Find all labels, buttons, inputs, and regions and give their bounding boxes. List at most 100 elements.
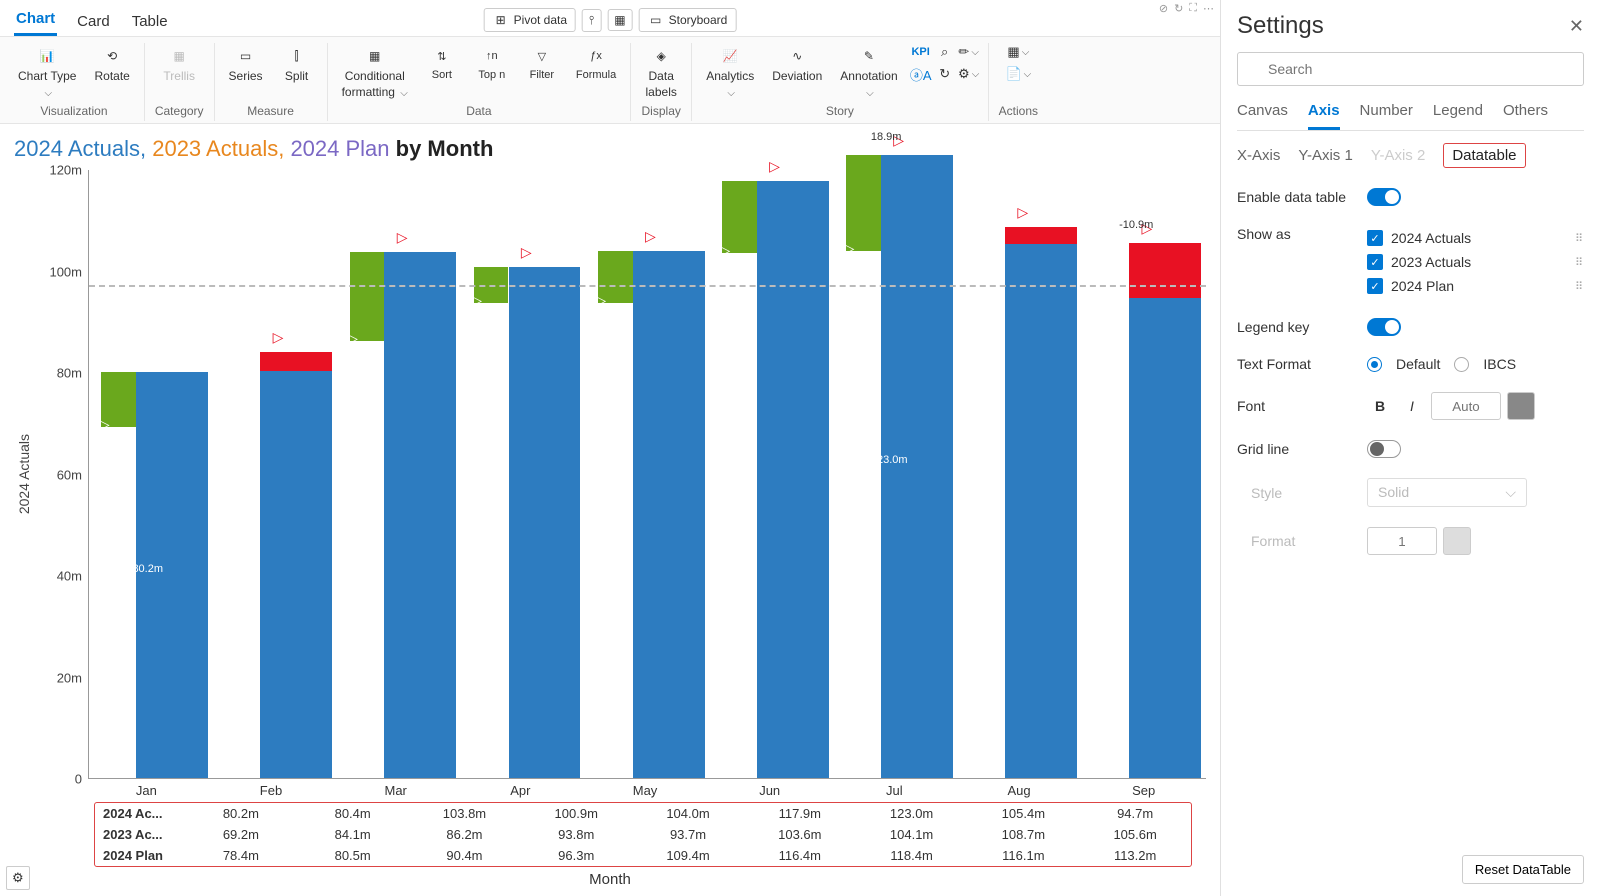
reset-datatable-button[interactable]: Reset DataTable	[1462, 855, 1584, 884]
bar-2024-actual[interactable]	[1129, 298, 1201, 778]
bold-button[interactable]: B	[1367, 393, 1393, 419]
show-as-item[interactable]: ✓2023 Actuals⠿	[1367, 250, 1584, 274]
subtab-yaxis1[interactable]: Y-Axis 1	[1298, 147, 1352, 164]
bar-2024-actual[interactable]	[1005, 244, 1077, 778]
bar-2024-actual[interactable]	[260, 371, 332, 778]
subtab-xaxis[interactable]: X-Axis	[1237, 147, 1280, 164]
bar-2024-actual[interactable]	[509, 267, 581, 778]
chart-type-button[interactable]: 📊Chart Type	[14, 43, 80, 101]
checkbox-icon[interactable]: ✓	[1367, 254, 1383, 270]
refresh-button[interactable]: ↻	[936, 65, 954, 83]
table-row: 2024 Plan78.4m80.5m90.4m96.3m109.4m116.4…	[95, 845, 1191, 866]
y-tick: 60m	[57, 467, 82, 482]
tab-canvas[interactable]: Canvas	[1237, 98, 1288, 130]
toggle-enable-datatable[interactable]	[1367, 188, 1401, 206]
y-tick: 0	[75, 772, 82, 787]
drag-handle-icon[interactable]: ⠿	[1575, 280, 1584, 293]
deviation-button[interactable]: ∿Deviation	[768, 43, 826, 85]
rotate-button[interactable]: ⟲Rotate	[90, 43, 133, 85]
data-labels-button[interactable]: ◈Datalabels	[641, 43, 681, 101]
bar-diff-positive[interactable]	[350, 252, 385, 341]
table-cell: 105.4m	[967, 803, 1079, 824]
auto-a-button[interactable]: ⓐA	[912, 65, 930, 83]
checkbox-icon[interactable]: ✓	[1367, 278, 1383, 294]
flag-white-icon: ▷	[223, 360, 234, 377]
flag-red-icon: ▷	[645, 228, 656, 245]
table-cell: 100.9m	[520, 803, 632, 824]
more-icon[interactable]: ⋯	[1203, 2, 1214, 15]
label-show-as: Show as	[1237, 226, 1367, 242]
filter-top-button[interactable]: ⫯	[582, 9, 601, 32]
settings-search-input[interactable]	[1237, 52, 1584, 86]
formula-button[interactable]: ƒxFormula	[572, 43, 620, 83]
y-tick: 100m	[49, 264, 82, 279]
tab-table[interactable]: Table	[130, 9, 170, 36]
tab-card[interactable]: Card	[75, 9, 112, 36]
radio-default[interactable]	[1367, 357, 1382, 372]
topn-button[interactable]: ↑nTop n	[472, 43, 512, 83]
italic-button[interactable]: I	[1399, 393, 1425, 419]
tab-number[interactable]: Number	[1360, 98, 1413, 130]
sort-button[interactable]: ⇅Sort	[422, 43, 462, 83]
tab-legend[interactable]: Legend	[1433, 98, 1483, 130]
pin-icon[interactable]: ⊘	[1159, 2, 1168, 15]
chart-options-button[interactable]: ⚙	[6, 866, 30, 890]
x-label: Feb	[209, 783, 334, 798]
checkbox-icon[interactable]: ✓	[1367, 230, 1383, 246]
deviation-icon: ∿	[786, 45, 808, 67]
expand-icon[interactable]: ⛶	[1189, 2, 1197, 15]
layout-action[interactable]: ▦	[1009, 43, 1027, 61]
tab-others[interactable]: Others	[1503, 98, 1548, 130]
gear-button[interactable]: ⚙	[960, 65, 978, 83]
table-cell: 80.2m	[185, 803, 297, 824]
analytics-button[interactable]: 📈Analytics	[702, 43, 758, 101]
grid-top-button[interactable]: ▦	[607, 9, 632, 31]
show-as-item[interactable]: ✓2024 Actuals⠿	[1367, 226, 1584, 250]
subtab-datatable[interactable]: Datatable	[1443, 143, 1525, 168]
font-size-input[interactable]	[1431, 392, 1501, 420]
font-color-swatch[interactable]	[1507, 392, 1535, 420]
storyboard-button[interactable]: ▭Storyboard	[639, 8, 737, 32]
group-category: Category	[155, 101, 204, 121]
bar-2024-actual[interactable]	[633, 251, 705, 778]
bar-slot: ▷▷	[710, 170, 834, 778]
x-label: Jul	[832, 783, 957, 798]
bar-2024-actual[interactable]	[384, 252, 456, 778]
label-legend-key: Legend key	[1237, 319, 1367, 335]
close-settings-button[interactable]: ✕	[1569, 16, 1584, 37]
trellis-icon: ▦	[168, 45, 190, 67]
split-button[interactable]: ⫿Split	[277, 43, 317, 85]
cond-format-button[interactable]: ▦Conditionalformatting	[338, 43, 412, 101]
pdf-action[interactable]: 📄	[1009, 65, 1027, 83]
table-cell: 118.4m	[856, 845, 968, 866]
drag-handle-icon[interactable]: ⠿	[1575, 232, 1584, 245]
bar-diff-negative[interactable]	[1129, 243, 1201, 298]
bar-diff-negative[interactable]	[260, 352, 332, 371]
annotation-button[interactable]: ✎Annotation	[836, 43, 901, 101]
bar-label: 123.0m	[871, 454, 908, 466]
bar-2024-actual[interactable]	[757, 181, 829, 778]
bar-2024-actual[interactable]	[136, 372, 208, 778]
bar-diff-negative[interactable]	[1005, 227, 1077, 244]
group-display: Display	[642, 101, 681, 121]
table-cell: 84.1m	[297, 824, 409, 845]
topn-icon: ↑n	[481, 45, 503, 67]
zoom-button[interactable]: ⌕	[936, 43, 954, 61]
series-button[interactable]: ▭Series	[225, 43, 267, 85]
tab-chart[interactable]: Chart	[14, 6, 57, 36]
tab-axis[interactable]: Axis	[1308, 98, 1340, 130]
pivot-data-button[interactable]: ⊞Pivot data	[484, 8, 576, 32]
toggle-legend-key[interactable]	[1367, 318, 1401, 336]
brush-button[interactable]: ✏	[960, 43, 978, 61]
table-cell: 103.8m	[409, 803, 521, 824]
bar-diff-positive[interactable]	[846, 155, 881, 251]
toggle-gridline[interactable]	[1367, 440, 1401, 458]
bar-2024-actual[interactable]	[881, 155, 953, 778]
table-cell: 86.2m	[409, 824, 521, 845]
sync-icon[interactable]: ↻	[1174, 2, 1183, 15]
radio-ibcs[interactable]	[1454, 357, 1469, 372]
show-as-item[interactable]: ✓2024 Plan⠿	[1367, 274, 1584, 298]
kpi-button[interactable]: KPI	[912, 43, 930, 61]
filter-button[interactable]: ▽Filter	[522, 43, 562, 83]
drag-handle-icon[interactable]: ⠿	[1575, 256, 1584, 269]
